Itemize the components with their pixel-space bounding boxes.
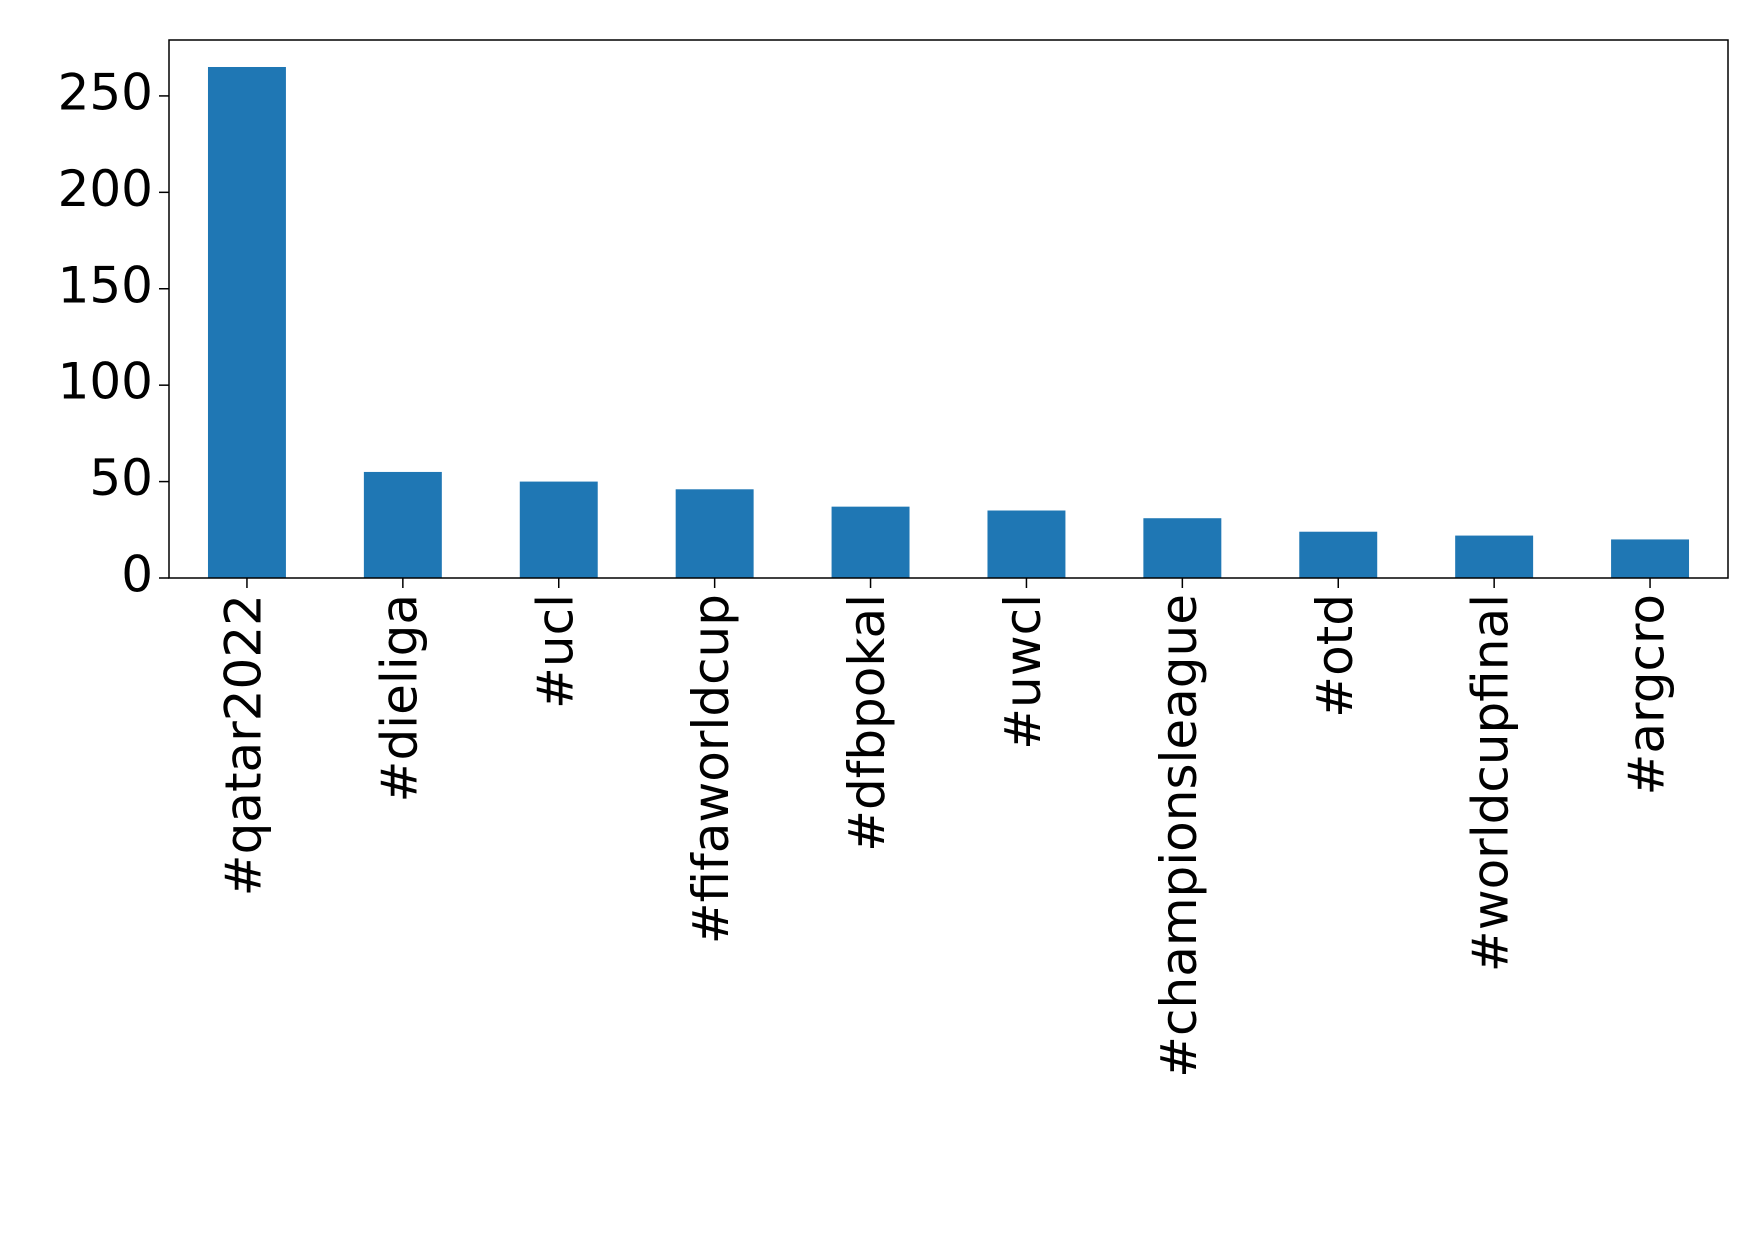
x-tick-label: #uwcl (994, 594, 1052, 750)
bar (675, 489, 754, 578)
bar (207, 66, 286, 579)
bar (363, 471, 442, 578)
x-tick-label: #championsleague (1150, 594, 1208, 1078)
x-tick-label: #dfbpokal (838, 594, 896, 852)
x-tick-label: #fifaworldcup (682, 594, 740, 944)
plot-frame (168, 39, 1729, 579)
x-tick-label: #otd (1306, 594, 1364, 718)
bar (831, 506, 910, 578)
y-tick-label: 100 (58, 353, 153, 411)
x-tick-label: #qatar2022 (214, 594, 272, 896)
x-tick-label: #argcro (1618, 594, 1676, 796)
y-tick-label: 50 (89, 449, 153, 507)
bar (987, 510, 1066, 578)
y-tick-label: 200 (58, 160, 153, 218)
y-tick-label: 150 (58, 256, 153, 314)
y-tick-label: 250 (58, 63, 153, 121)
x-tick-label: #dieliga (370, 594, 428, 802)
x-tick-label: #worldcupfinal (1462, 594, 1520, 972)
bar (519, 481, 598, 578)
y-tick-label: 0 (121, 546, 153, 604)
bar (1611, 539, 1690, 578)
bar (1455, 535, 1534, 578)
x-tick-label: #ucl (526, 594, 584, 709)
bar (1143, 518, 1222, 578)
bar (1299, 531, 1378, 578)
